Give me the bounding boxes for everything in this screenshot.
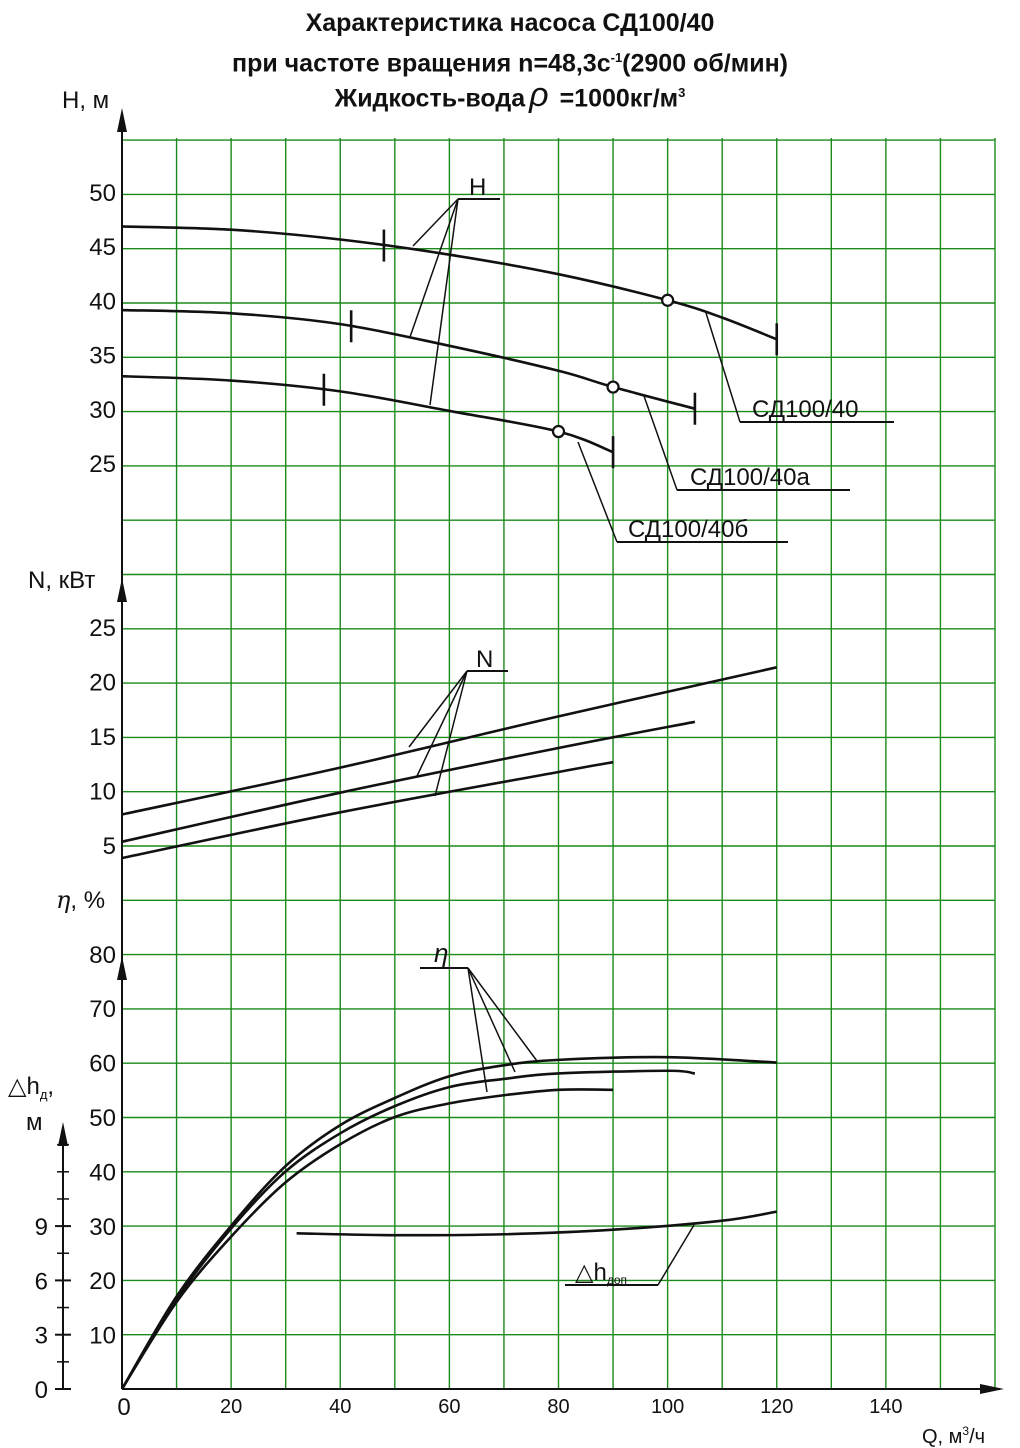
h-leader-3 [429,198,459,406]
dh-curve-label-sub: доп [607,1273,627,1287]
h-axis-arrow [117,108,127,132]
title-line-3: Жидкость-вода ρ =1000кг/м3 [0,78,1020,113]
eta-tick-label: 50 [89,1105,116,1132]
q-axis-label: Q, м3/ч [922,1424,985,1448]
eta-tick-label: 40 [89,1159,116,1186]
sd100-40-leader [705,312,741,423]
eta-tick-label: 70 [89,996,116,1023]
dh-tick-label: 3 [35,1323,48,1350]
eta-curve-0 [120,1055,777,1390]
sd100-40a-label: СД100/40а [690,464,810,491]
h-leader-2 [409,198,459,338]
dh-curve-label-symbol: △h [575,1259,607,1286]
n-curve-1 [121,720,696,843]
n-leader-2 [416,670,468,777]
h-axis-label: H, м [62,87,109,114]
q-tick-label: 80 [547,1396,569,1418]
eta-axis-label: η, % [56,886,105,914]
q-axis-label-end: /ч [969,1426,985,1448]
q-tick-label: 60 [438,1396,460,1418]
title-line-3-sup: 3 [678,85,686,100]
q-tick-label: 140 [869,1396,902,1418]
n-tick-label: 25 [89,615,116,642]
axes [58,108,1004,1394]
sd100-40b-label: СД100/40б [628,516,748,543]
h-optimum-point [606,380,620,394]
dh-axis-label-symbol: △h [8,1073,40,1100]
q-axis-label-sup: 3 [962,1424,969,1438]
eta-tick-label: 60 [89,1051,116,1078]
n-curve-label: N [476,646,493,673]
eta-axis-label-symbol: η [56,886,71,914]
eta-curve-1 [120,1069,696,1390]
eta-tick-label: 20 [89,1268,116,1295]
eta-curve-label: η [434,938,448,968]
curves [120,225,779,1390]
q-tick-label: 120 [760,1396,793,1418]
eta-leader-1 [467,967,538,1062]
dh-leader [657,1224,695,1286]
h-optimum-point [661,293,675,307]
title-line-2-end: (2900 об/мин) [622,49,789,78]
dh-curve-0 [296,1210,777,1237]
n-tick-label: 10 [89,779,116,806]
dh-axis-label-comma: , [47,1073,54,1100]
title-line-2-sup: -1 [610,50,623,65]
n-tick-label: 5 [103,833,116,860]
n-leader-3 [434,670,468,797]
h-curve-2 [121,374,614,454]
title-line-2: при частоте вращения n=48,3с-1(2900 об/м… [0,43,1020,78]
n-tick-label: 15 [89,724,116,751]
eta-tick-label: 30 [89,1214,116,1241]
title-line-2-main: при частоте вращения n=48,3с [231,49,611,78]
h-curve-label: H [469,174,486,201]
q-axis-arrow [980,1384,1004,1394]
sd100-40-label: СД100/40 [752,396,858,423]
dh-axis-arrow [58,1122,68,1146]
leader-lines [408,198,894,1286]
h-tick-label: 50 [89,180,116,207]
dh-tick-label: 0 [35,1377,48,1404]
dh-tick-label: 6 [35,1268,48,1295]
dh-axis-label: △hд, [8,1073,54,1102]
n-tick-label: 20 [89,670,116,697]
h-leader-1 [412,198,459,247]
eta-leader-3 [467,967,488,1093]
title-line-3-main: Жидкость-вода [334,84,526,113]
q-tick-label: 20 [220,1396,242,1418]
q-tick-label: 40 [329,1396,351,1418]
h-tick-label: 40 [89,288,116,315]
eta-tick-label: 10 [89,1323,116,1350]
sd100-40b-leader [577,441,618,543]
q-tick-label: 100 [651,1396,684,1418]
h-tick-label: 30 [89,397,116,424]
h-tick-label: 45 [89,234,116,261]
eta-leader-2 [467,967,516,1073]
h-tick-label: 35 [89,343,116,370]
eta-axis-arrow [117,956,127,980]
q-tick-label: 0 [117,1394,130,1421]
dh-tick-label: 9 [35,1214,48,1241]
rho-symbol: ρ [529,76,549,115]
dh-axis-unit: м [26,1109,43,1136]
eta-curve-2 [120,1088,614,1390]
n-axis-label: N, кВт [28,567,95,594]
h-curve-1 [121,308,696,411]
q-axis-label-main: Q, м [922,1426,962,1448]
n-leader-1 [408,670,468,748]
dh-curve-label: △hдоп [575,1259,627,1287]
h-curve-0 [121,225,778,341]
h-optimum-point [551,424,566,439]
eta-tick-label: 80 [89,942,116,969]
title-line-1: Характеристика насоса СД100/40 [305,9,715,37]
title-line-3-value: =1000кг/м [552,84,679,113]
tick-labels: 0 20 40 60 80 100 120 1402530354045505101520251… [35,180,903,1421]
sd100-40a-leader [643,395,678,491]
n-curve-2 [121,760,614,860]
h-tick-label: 25 [89,451,116,478]
eta-axis-label-unit: , % [70,887,105,914]
dh-axis-label-sub: д [40,1087,48,1102]
n-axis-arrow [117,578,127,602]
